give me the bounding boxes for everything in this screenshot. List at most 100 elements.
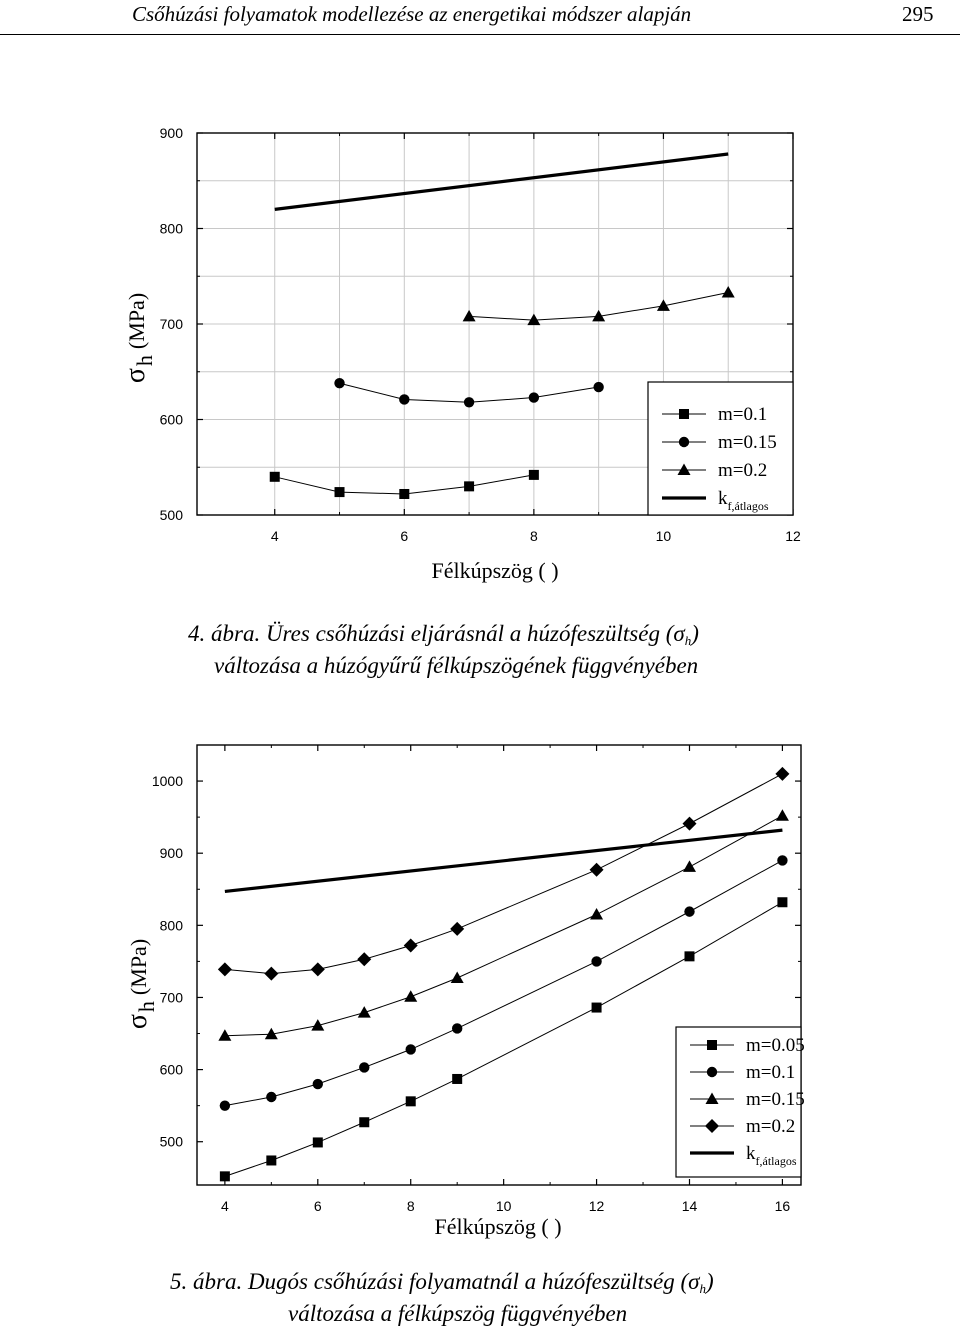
chart2-data-point	[684, 906, 695, 917]
chart1-series-m-0-1	[269, 469, 539, 499]
chart2-legend-marker	[707, 1040, 717, 1050]
figure-5-caption-line1: 5. ábra. Dugós csőhúzási folyamatnál a h…	[170, 1269, 714, 1296]
chart2-series-line	[224, 828, 783, 894]
chart2-data-point	[682, 860, 696, 872]
chart1-data-point	[593, 381, 604, 393]
chart1-data-point	[399, 394, 410, 405]
chart2-xtick-label: 4	[221, 1198, 229, 1214]
chart2-legend-label: m=0.1	[746, 1062, 795, 1083]
chart1-ytick-label: 700	[160, 316, 184, 332]
chart2-series-m-0-1	[219, 855, 788, 1111]
page-number: 295	[902, 2, 934, 26]
chart1-legend-label: m=0.15	[718, 432, 777, 453]
chart2-data-point	[405, 1044, 416, 1055]
chart-figure-5: 4 6 8 10 12 14 16 500 600 700 800 900 1000 Félkúpszög…	[122, 744, 805, 1239]
chart1-ytick-label: 800	[160, 221, 184, 237]
chart2-data-point	[777, 855, 788, 866]
chart1-xtick-label: 6	[400, 528, 408, 544]
chart2-data-point	[403, 938, 418, 953]
chart2-data-point	[682, 816, 697, 831]
chart1-ytick-label: 600	[160, 412, 184, 428]
chart1-legend-label: m=0.1	[718, 404, 767, 425]
chart2-data-point	[589, 862, 604, 877]
chart2-data-point	[311, 1019, 325, 1031]
chart2-legend-marker	[705, 1119, 719, 1133]
chart2-data-point	[591, 956, 602, 967]
chart2-legend: m=0.05m=0.1m=0.15m=0.2kf,átlagos	[675, 1026, 805, 1178]
chart1-series-kf-atlagos	[274, 152, 729, 211]
chart2-xtick-label: 12	[589, 1198, 605, 1214]
chart2-data-point	[777, 897, 788, 908]
chart1-ytick-label: 900	[160, 125, 184, 141]
chart2-legend-label: m=0.05	[746, 1035, 805, 1056]
chart1-data-point	[462, 309, 476, 322]
chart2-ytick-label: 900	[160, 845, 184, 861]
chart1-legend-marker	[678, 436, 690, 448]
chart1-y-axis-title: σh(MPa)	[120, 293, 157, 383]
chart1-data-point	[528, 469, 539, 480]
chart2-data-point	[775, 809, 789, 821]
chart1-data-point	[656, 299, 670, 311]
chart2-data-point	[359, 1117, 370, 1128]
chart2-data-point	[264, 1027, 278, 1040]
chart2-data-point	[775, 766, 790, 781]
chart2-data-point	[219, 1100, 231, 1111]
chart1-xtick-label: 12	[785, 528, 801, 544]
chart2-data-point	[359, 1062, 370, 1073]
chart2-data-point	[684, 951, 695, 962]
chart1-data-point	[464, 481, 475, 492]
figure-4-caption: 4. ábra. Üres csőhúzási eljárásnál a húz…	[188, 618, 699, 682]
chart2-data-point	[590, 908, 604, 920]
figure-4-caption-line2: változása a húzógyűrű félkúpszögének füg…	[214, 653, 699, 679]
chart2-data-point	[591, 1002, 602, 1013]
chart2-data-point	[357, 1006, 371, 1018]
chart2-data-point	[450, 971, 464, 983]
chart2-legend-label: m=0.15	[746, 1089, 805, 1110]
chart1-x-axis-title: Félkúpszög ( )	[431, 558, 558, 583]
chart2-ytick-label: 700	[160, 989, 184, 1005]
chart2-data-point	[312, 1137, 323, 1148]
chart2-series-line	[224, 773, 783, 975]
chart2-data-point	[218, 1029, 232, 1041]
chart2-data-point	[312, 1078, 323, 1090]
chart2-series-kf-atlagos	[224, 828, 783, 894]
chart2-series-m-0-15	[218, 809, 789, 1041]
chart1-legend-marker	[679, 409, 689, 419]
chart2-data-point	[357, 952, 372, 967]
chart1-legend: m=0.1m=0.15m=0.2kf,átlagos	[647, 381, 794, 516]
chart1-series-line	[274, 152, 729, 211]
chart1-xtick-label: 10	[656, 528, 672, 544]
chart2-series-m-0-2	[217, 766, 790, 981]
chart2-data-point	[264, 966, 279, 981]
chart2-y-axis-title: σh(MPa)	[122, 939, 159, 1029]
chart2-data-point	[219, 1171, 230, 1182]
chart1-series-m-0-2	[462, 285, 735, 326]
chart1-data-point	[334, 487, 345, 498]
chart2-xtick-label: 8	[407, 1198, 415, 1214]
chart2-legend-label: m=0.2	[746, 1116, 795, 1137]
chart2-data-point	[450, 921, 465, 936]
chart2-ytick-label: 800	[160, 917, 184, 933]
chart2-x-axis-title: Félkúpszög ( )	[434, 1214, 561, 1239]
chart2-xtick-label: 6	[314, 1198, 322, 1214]
chart1-series-m-0-15	[334, 378, 604, 408]
chart1-grid	[197, 132, 794, 516]
chart2-series-line	[224, 815, 783, 1037]
figure-5-caption: 5. ábra. Dugós csőhúzási folyamatnál a h…	[170, 1266, 714, 1330]
chart2-legend-marker	[705, 1092, 719, 1104]
chart1-data-point	[721, 285, 735, 298]
chart1-data-point	[399, 488, 410, 499]
chart1-xtick-label: 4	[271, 528, 279, 544]
chart2-data-point	[266, 1091, 277, 1103]
page-header: Csőhúzási folyamatok modellezése az ener…	[0, 0, 960, 35]
chart2-plot-frame	[196, 744, 802, 1186]
chart1-data-point	[334, 378, 345, 389]
chart2-data-point	[452, 1073, 463, 1084]
chart1-legend-label: m=0.2	[718, 460, 767, 481]
chart1-legend-box	[647, 381, 794, 516]
chart2-series-m-0-05	[219, 897, 788, 1182]
chart1-data-point	[528, 392, 540, 403]
chart2-ytick-label: 1000	[152, 773, 183, 789]
chart2-legend-marker	[706, 1066, 718, 1078]
chart2-ytick-label: 500	[160, 1134, 184, 1150]
